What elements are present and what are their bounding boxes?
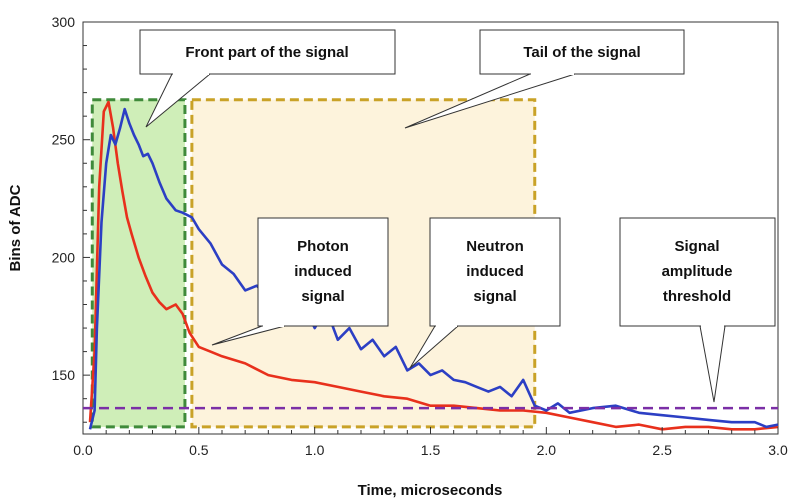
callout-photon-line-2: induced bbox=[294, 263, 352, 280]
callout-front: Front part of the signal bbox=[139, 29, 396, 128]
callout-photon-line-3: signal bbox=[301, 288, 344, 305]
series-photon-line bbox=[88, 100, 779, 431]
y-axis-title: Bins of ADC bbox=[7, 184, 24, 271]
callout-threshold-line-2: amplitude bbox=[662, 263, 733, 280]
callout-threshold-box bbox=[619, 217, 776, 327]
x-axis-title: Time, microseconds bbox=[358, 482, 503, 499]
callout-front-box bbox=[139, 29, 396, 75]
callout-neutron-line-1: Neutron bbox=[466, 238, 524, 255]
callout-tail-text: Tail of the signal bbox=[523, 44, 640, 61]
callout-neutron-box bbox=[429, 217, 561, 327]
y-tick-label: 150 bbox=[52, 367, 76, 383]
callout-front-text: Front part of the signal bbox=[185, 44, 348, 61]
y-ticks-layer: 150 200 250 300 bbox=[52, 14, 90, 423]
callout-tail-box bbox=[479, 29, 685, 75]
y-tick-label: 200 bbox=[52, 249, 76, 265]
callout-photon: Photon induced signal bbox=[211, 217, 389, 346]
y-tick-label: 300 bbox=[52, 14, 76, 30]
callout-threshold-line-1: Signal bbox=[674, 238, 719, 255]
x-tick-label: 1.0 bbox=[305, 442, 325, 458]
x-tick-label: 3.0 bbox=[768, 442, 788, 458]
x-tick-label: 1.5 bbox=[421, 442, 441, 458]
x-tick-label: 0.5 bbox=[189, 442, 209, 458]
callout-tail: Tail of the signal bbox=[404, 29, 685, 129]
y-tick-label: 250 bbox=[52, 132, 76, 148]
callout-photon-line-1: Photon bbox=[297, 238, 349, 255]
region-front bbox=[90, 98, 187, 429]
callout-photon-box bbox=[257, 217, 389, 327]
x-tick-label: 0.0 bbox=[73, 442, 93, 458]
callout-neutron-line-3: signal bbox=[473, 288, 516, 305]
callout-threshold: Signal amplitude threshold bbox=[619, 217, 776, 403]
callout-neutron-line-2: induced bbox=[466, 263, 524, 280]
callout-threshold-line-3: threshold bbox=[663, 288, 731, 305]
x-tick-label: 2.5 bbox=[652, 442, 672, 458]
callout-neutron: Neutron induced signal bbox=[409, 217, 561, 369]
x-ticks-layer: 0.0 0.5 1.0 1.5 2.0 2.5 3.0 bbox=[73, 427, 788, 458]
x-tick-label: 2.0 bbox=[537, 442, 557, 458]
